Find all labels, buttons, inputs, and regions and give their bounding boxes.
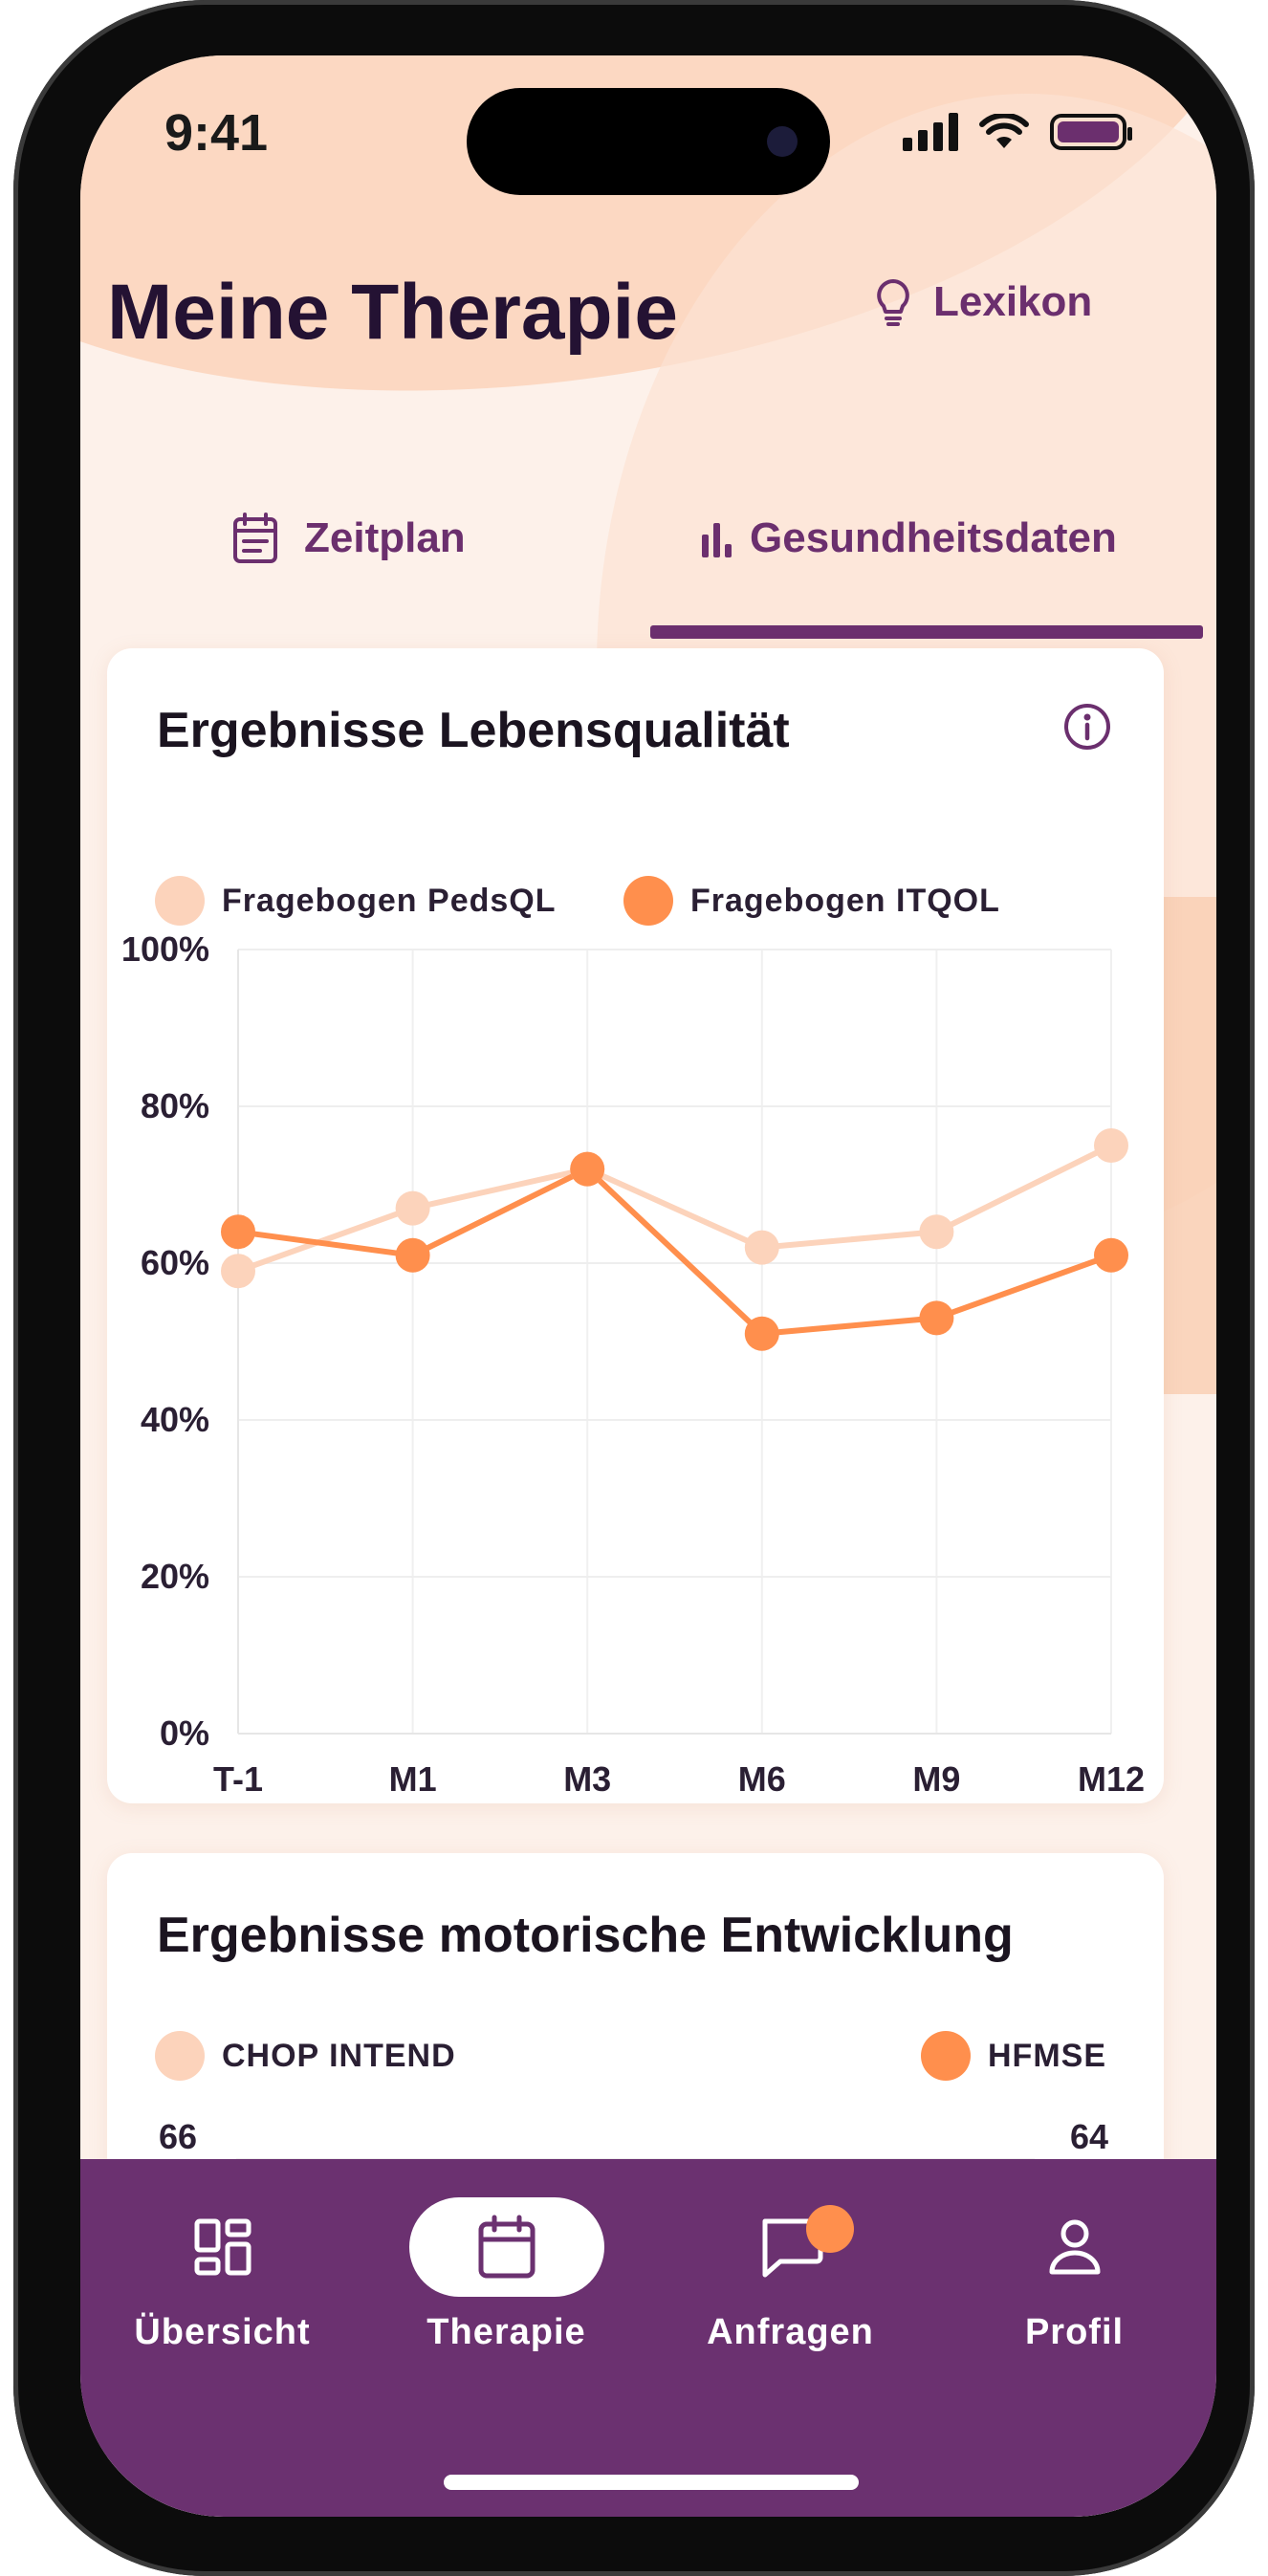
data-point-pedsql	[395, 1190, 430, 1226]
nav-icon-container	[977, 2197, 1172, 2297]
x-tick-label: M3	[563, 1759, 611, 1799]
y-tick-label: 40%	[141, 1400, 209, 1439]
y-tick-label: 0%	[160, 1714, 209, 1753]
lexikon-button[interactable]: Lexikon	[874, 277, 1092, 327]
motor-card-title: Ergebnisse motorische Entwicklung	[157, 1908, 1014, 1963]
series-line-itqol	[237, 1166, 1113, 1337]
nav-icon-container	[693, 2197, 888, 2297]
legend-item-chop-intend: CHOP INTEND	[155, 2031, 456, 2081]
calendar-icon	[478, 2215, 535, 2279]
nav-icon-container	[408, 2197, 604, 2297]
status-icons	[903, 113, 1132, 151]
data-point-itqol	[570, 1151, 605, 1187]
lexikon-label: Lexikon	[933, 278, 1093, 325]
y-tick-label: 60%	[141, 1243, 209, 1282]
quality-line-chart: 100% 80% 60% 40% 20% 0%T-1 M1 M3 M6 M9 M12	[121, 929, 1145, 1799]
legend-dot	[921, 2031, 971, 2081]
nav-label: Übersicht	[134, 2312, 311, 2352]
page-title: Meine Therapie	[107, 269, 678, 356]
screen: 9:41 Meine Therapie Lexikon	[80, 55, 1216, 2517]
x-tick-label: M6	[738, 1759, 786, 1799]
x-tick-label: M1	[389, 1759, 437, 1799]
nav-label: Therapie	[426, 2312, 586, 2352]
y-tick-label: 100%	[121, 929, 209, 969]
x-tick-label: T-1	[213, 1759, 263, 1799]
phone-frame: 9:41 Meine Therapie Lexikon	[13, 0, 1255, 2576]
y-tick-label: 20%	[141, 1557, 209, 1596]
nav-item-profil[interactable]: Profil	[932, 2159, 1216, 2379]
data-point-itqol	[395, 1237, 430, 1273]
legend-item-pedsql: Fragebogen PedsQL	[155, 876, 557, 926]
dynamic-island	[467, 88, 830, 195]
data-point-pedsql	[919, 1214, 954, 1250]
quality-card-title: Ergebnisse Lebensqualität	[157, 703, 790, 758]
nav-icon-container	[125, 2197, 320, 2297]
y-axis-left-top-label: 66	[159, 2117, 198, 2156]
notification-badge	[805, 2205, 854, 2253]
tab-gesundheitsdaten[interactable]: Gesundheitsdaten	[700, 486, 1117, 591]
tab-gesundheitsdaten-label: Gesundheitsdaten	[750, 514, 1117, 561]
calendar-list-icon	[233, 513, 277, 563]
data-point-itqol	[744, 1316, 779, 1351]
home-indicator	[444, 2475, 859, 2490]
legend-item-itqol: Fragebogen ITQOL	[623, 876, 1000, 926]
quality-of-life-card: Ergebnisse Lebensqualität Fragebogen Ped…	[107, 648, 1164, 1803]
legend-label: Fragebogen ITQOL	[690, 882, 1000, 919]
x-tick-label: M12	[1078, 1759, 1145, 1799]
nav-item-therapie[interactable]: Therapie	[364, 2159, 648, 2379]
person-icon	[1049, 2219, 1100, 2275]
tab-bar: Zeitplan Gesundheitsdaten	[107, 486, 1203, 639]
tab-zeitplan-label: Zeitplan	[304, 514, 466, 561]
series-line-pedsql	[236, 1143, 1113, 1275]
legend-label: CHOP INTEND	[222, 2037, 456, 2074]
data-point-itqol	[919, 1300, 954, 1336]
signal-icon	[903, 113, 958, 151]
wifi-icon	[979, 114, 1029, 148]
legend-dot	[155, 2031, 205, 2081]
y-axis-right-top-label: 64	[1069, 2117, 1108, 2156]
legend-label: Fragebogen PedsQL	[222, 882, 557, 919]
legend-item-hfmse: HFMSE	[921, 2031, 1106, 2081]
legend-dot	[155, 876, 205, 926]
nav-item-anfragen[interactable]: Anfragen	[648, 2159, 932, 2379]
nav-label: Anfragen	[707, 2312, 874, 2352]
x-tick-label: M9	[912, 1759, 960, 1799]
data-point-itqol	[221, 1214, 255, 1250]
legend-dot	[623, 876, 673, 926]
legend-label: HFMSE	[988, 2037, 1106, 2074]
nav-label: Profil	[1024, 2312, 1125, 2352]
nav-item-uebersicht[interactable]: Übersicht	[80, 2159, 364, 2379]
bottom-navigation: Übersicht Therapie	[80, 2159, 1216, 2517]
data-point-pedsql	[744, 1230, 779, 1265]
data-point-pedsql	[1094, 1128, 1128, 1163]
data-point-pedsql	[221, 1254, 255, 1289]
status-time: 9:41	[164, 104, 269, 162]
camera-icon	[767, 126, 798, 157]
info-icon[interactable]	[1062, 702, 1112, 752]
bar-chart-icon	[702, 523, 732, 557]
dashboard-icon	[194, 2218, 251, 2276]
lightbulb-icon	[877, 279, 909, 326]
battery-icon	[1050, 114, 1132, 150]
tab-zeitplan[interactable]: Zeitplan	[231, 486, 466, 591]
data-point-itqol	[1094, 1237, 1128, 1273]
active-tab-indicator	[650, 625, 1203, 639]
y-tick-label: 80%	[141, 1086, 209, 1125]
